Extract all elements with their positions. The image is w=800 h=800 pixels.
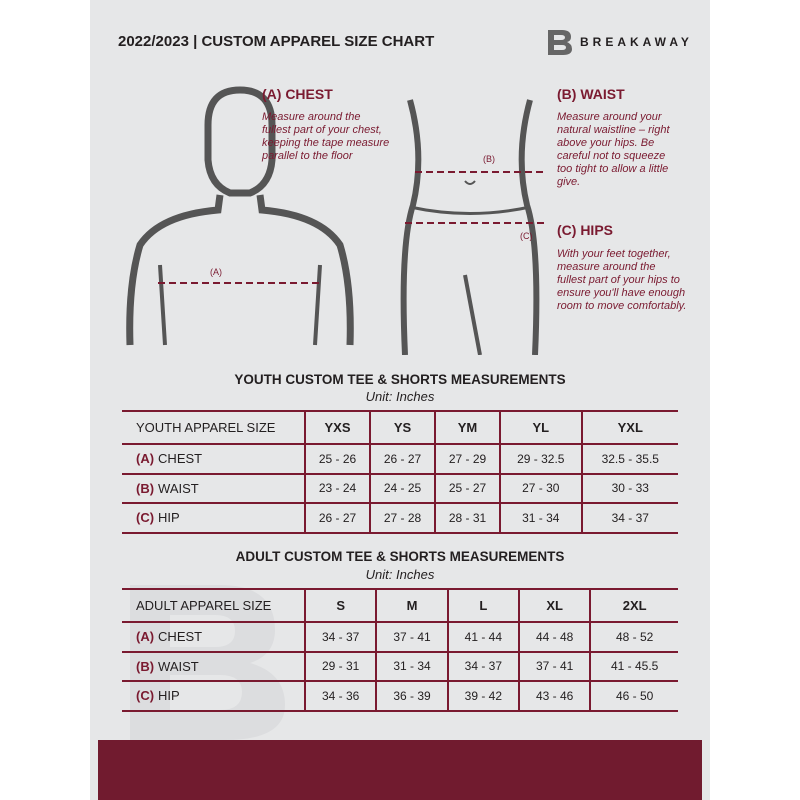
table-row: (A) CHEST 25 - 26 26 - 27 27 - 29 29 - 32.5 32… (122, 443, 678, 475)
row-label: (B) WAIST (122, 472, 305, 504)
hips-marker: (C) (520, 231, 533, 241)
waist-heading: (B) WAIST (557, 86, 625, 102)
chest-figure-illustration: (A) (126, 86, 354, 346)
row-label: (B) WAIST (122, 650, 305, 682)
table-cell: 36 - 39 (375, 680, 448, 712)
column-header: S (303, 588, 377, 623)
row-abbr: (C) (136, 688, 155, 704)
page-title: 2022/2023 | CUSTOM APPAREL SIZE CHART (118, 33, 435, 50)
column-header: YXS (304, 410, 370, 445)
column-header: YXL (580, 410, 678, 445)
table-cell: 31 - 34 (375, 650, 448, 682)
row-abbr: (B) (136, 658, 155, 674)
table-cell: 27 - 29 (434, 443, 500, 475)
column-header: M (375, 588, 448, 623)
table-cell: 27 - 30 (499, 472, 582, 504)
row-name: CHEST (158, 451, 203, 467)
table-cell: 31 - 34 (499, 502, 582, 534)
table-cell: 39 - 42 (446, 680, 519, 712)
column-header: YS (369, 410, 435, 445)
row-label: (A) CHEST (122, 621, 305, 653)
table-cell: 25 - 27 (434, 472, 500, 504)
table-row: (C) HIP 34 - 36 36 - 39 39 - 42 43 - 46 46 - 5… (122, 680, 678, 712)
table-cell: 26 - 27 (304, 502, 370, 534)
table-cell: 29 - 31 (303, 650, 377, 682)
table-cell: 28 - 31 (434, 502, 500, 534)
row-name: HIP (158, 510, 180, 526)
waist-description: Measure around your natural waistline – … (557, 111, 670, 188)
table-cell: 44 - 48 (517, 621, 591, 653)
table-cell: 27 - 28 (369, 502, 435, 534)
table-cell: 23 - 24 (304, 472, 370, 504)
row-name: CHEST (158, 629, 203, 645)
youth-size-table: YOUTH APPAREL SIZE YXS YS YM YL YXL (A) CHEST 25… (122, 410, 678, 534)
table-row: (C) HIP 26 - 27 27 - 28 28 - 31 31 - 34 34 - 3… (122, 502, 678, 534)
table-cell: 41 - 44 (446, 621, 519, 653)
column-header: ADULT APPAREL SIZE (122, 588, 305, 623)
row-abbr: (A) (136, 451, 155, 467)
column-header: YM (434, 410, 500, 445)
table-cell: 41 - 45.5 (589, 650, 678, 682)
chest-marker: (A) (210, 267, 222, 277)
table-cell: 37 - 41 (517, 650, 591, 682)
row-label: (A) CHEST (122, 443, 305, 475)
adult-unit: Unit: Inches (365, 567, 435, 582)
table-cell: 29 - 32.5 (499, 443, 582, 475)
table-row: (A) CHEST 34 - 37 37 - 41 41 - 44 44 - 48 48 -… (122, 621, 678, 653)
table-cell: 34 - 36 (303, 680, 377, 712)
column-header: XL (517, 588, 591, 623)
table-row: (B) WAIST 23 - 24 24 - 25 25 - 27 27 - 30 30 -… (122, 472, 678, 504)
hips-description: With your feet together, measure around … (557, 248, 687, 312)
table-cell: 46 - 50 (589, 680, 678, 712)
row-label: (C) HIP (122, 680, 305, 712)
table-cell: 30 - 33 (580, 472, 678, 504)
table-cell: 24 - 25 (369, 472, 435, 504)
table-cell: 37 - 41 (375, 621, 448, 653)
row-name: WAIST (158, 658, 199, 674)
row-abbr: (C) (136, 510, 155, 526)
table-cell: 43 - 46 (517, 680, 591, 712)
adult-size-table: ADULT APPAREL SIZE S M L XL 2XL (A) CHEST 34 - 3… (122, 588, 678, 712)
chest-heading: (A) CHEST (262, 86, 333, 102)
table-cell: 25 - 26 (304, 443, 370, 475)
column-header: YOUTH APPAREL SIZE (122, 410, 305, 445)
table-header-row: YOUTH APPAREL SIZE YXS YS YM YL YXL (122, 410, 678, 445)
table-cell: 34 - 37 (580, 502, 678, 534)
row-abbr: (B) (136, 480, 155, 496)
youth-unit: Unit: Inches (365, 389, 435, 404)
row-abbr: (A) (136, 629, 155, 645)
chest-description: Measure around the fullest part of your … (262, 111, 390, 162)
table-header-row: ADULT APPAREL SIZE S M L XL 2XL (122, 588, 678, 623)
hips-heading: (C) HIPS (557, 222, 613, 238)
column-header: YL (499, 410, 582, 445)
waist-hips-figure-illustration: (B) (C) (400, 99, 545, 355)
footer-bar (98, 740, 702, 800)
youth-section-title: YOUTH CUSTOM TEE & SHORTS MEASUREMENTS (234, 372, 566, 387)
table-cell: 32.5 - 35.5 (580, 443, 678, 475)
brand-name: BREAKAWAY (580, 35, 693, 49)
table-cell: 48 - 52 (589, 621, 678, 653)
column-header: 2XL (589, 588, 678, 623)
table-cell: 34 - 37 (446, 650, 519, 682)
table-cell: 26 - 27 (369, 443, 435, 475)
adult-section-title: ADULT CUSTOM TEE & SHORTS MEASUREMENTS (235, 549, 565, 564)
table-cell: 34 - 37 (303, 621, 377, 653)
column-header: L (446, 588, 519, 623)
row-name: WAIST (158, 480, 199, 496)
waist-marker: (B) (483, 154, 495, 164)
row-label: (C) HIP (122, 502, 305, 534)
breakaway-logo (548, 30, 572, 55)
row-name: HIP (158, 688, 180, 704)
table-row: (B) WAIST 29 - 31 31 - 34 34 - 37 37 - 41 41 -… (122, 650, 678, 682)
